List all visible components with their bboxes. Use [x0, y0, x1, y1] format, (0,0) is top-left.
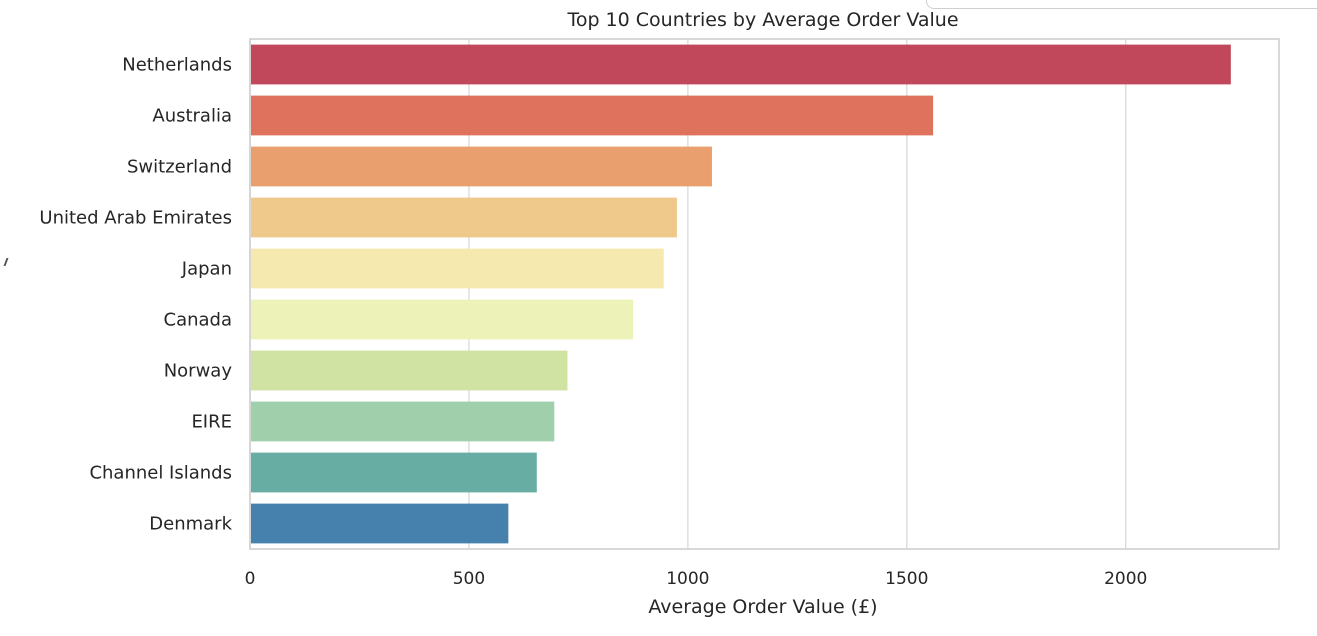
plot-frame: [249, 38, 1280, 550]
y-tick-label: Switzerland: [127, 157, 232, 178]
bar-switzerland: [251, 146, 712, 187]
bar-norway: [251, 350, 568, 391]
bar-channel-islands: [251, 452, 537, 493]
bar-australia: [251, 95, 934, 136]
x-tick-label: 1500: [885, 569, 928, 589]
x-tick-label: 2000: [1104, 569, 1147, 589]
y-tick-label: Norway: [164, 361, 233, 382]
bar-united-arab-emirates: [251, 197, 677, 238]
y-tick-label: Denmark: [149, 514, 232, 535]
bar-canada: [251, 299, 634, 340]
overlay-panel-edge: [926, 0, 1317, 9]
bar-netherlands: [251, 44, 1231, 85]
y-tick-label: Japan: [181, 259, 232, 280]
x-axis-label: Average Order Value (£): [648, 596, 877, 618]
y-tick-label: Channel Islands: [89, 463, 232, 484]
bar-denmark: [251, 503, 509, 544]
x-tick-label: 0: [245, 569, 256, 589]
y-tick-label: United Arab Emirates: [39, 208, 232, 229]
y-tick-labels: Netherlands Australia Switzerland United Ar…: [39, 55, 232, 535]
bar-eire: [251, 401, 555, 442]
y-tick-label: Netherlands: [122, 55, 232, 76]
y-tick-label: Australia: [152, 106, 232, 127]
y-tick-label: Canada: [164, 310, 233, 331]
x-tick-label: 1000: [666, 569, 709, 589]
y-tick-label: EIRE: [191, 412, 232, 433]
bar-japan: [251, 248, 664, 289]
x-tick-labels: 0 500 1000 1500 2000: [245, 569, 1148, 589]
x-tick-label: 500: [453, 569, 485, 589]
bars: [251, 44, 1231, 544]
chart-title: Top 10 Countries by Average Order Value: [566, 9, 958, 31]
